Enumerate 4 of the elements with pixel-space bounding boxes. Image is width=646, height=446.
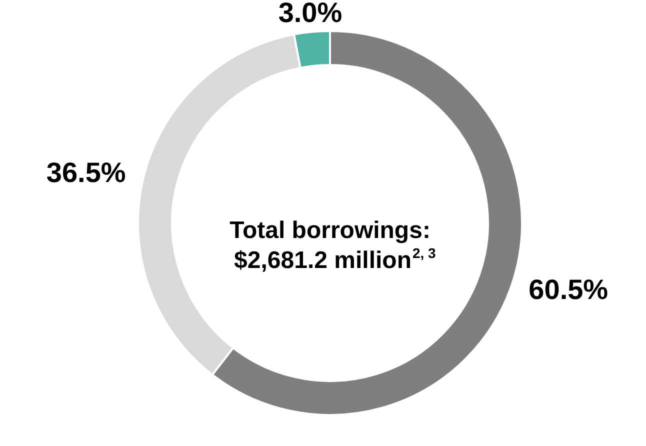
data-label: 3.0% (278, 0, 342, 28)
data-label: 36.5% (46, 156, 126, 188)
data-label: 60.5% (528, 274, 608, 306)
text: Total borrowings: (230, 217, 430, 244)
